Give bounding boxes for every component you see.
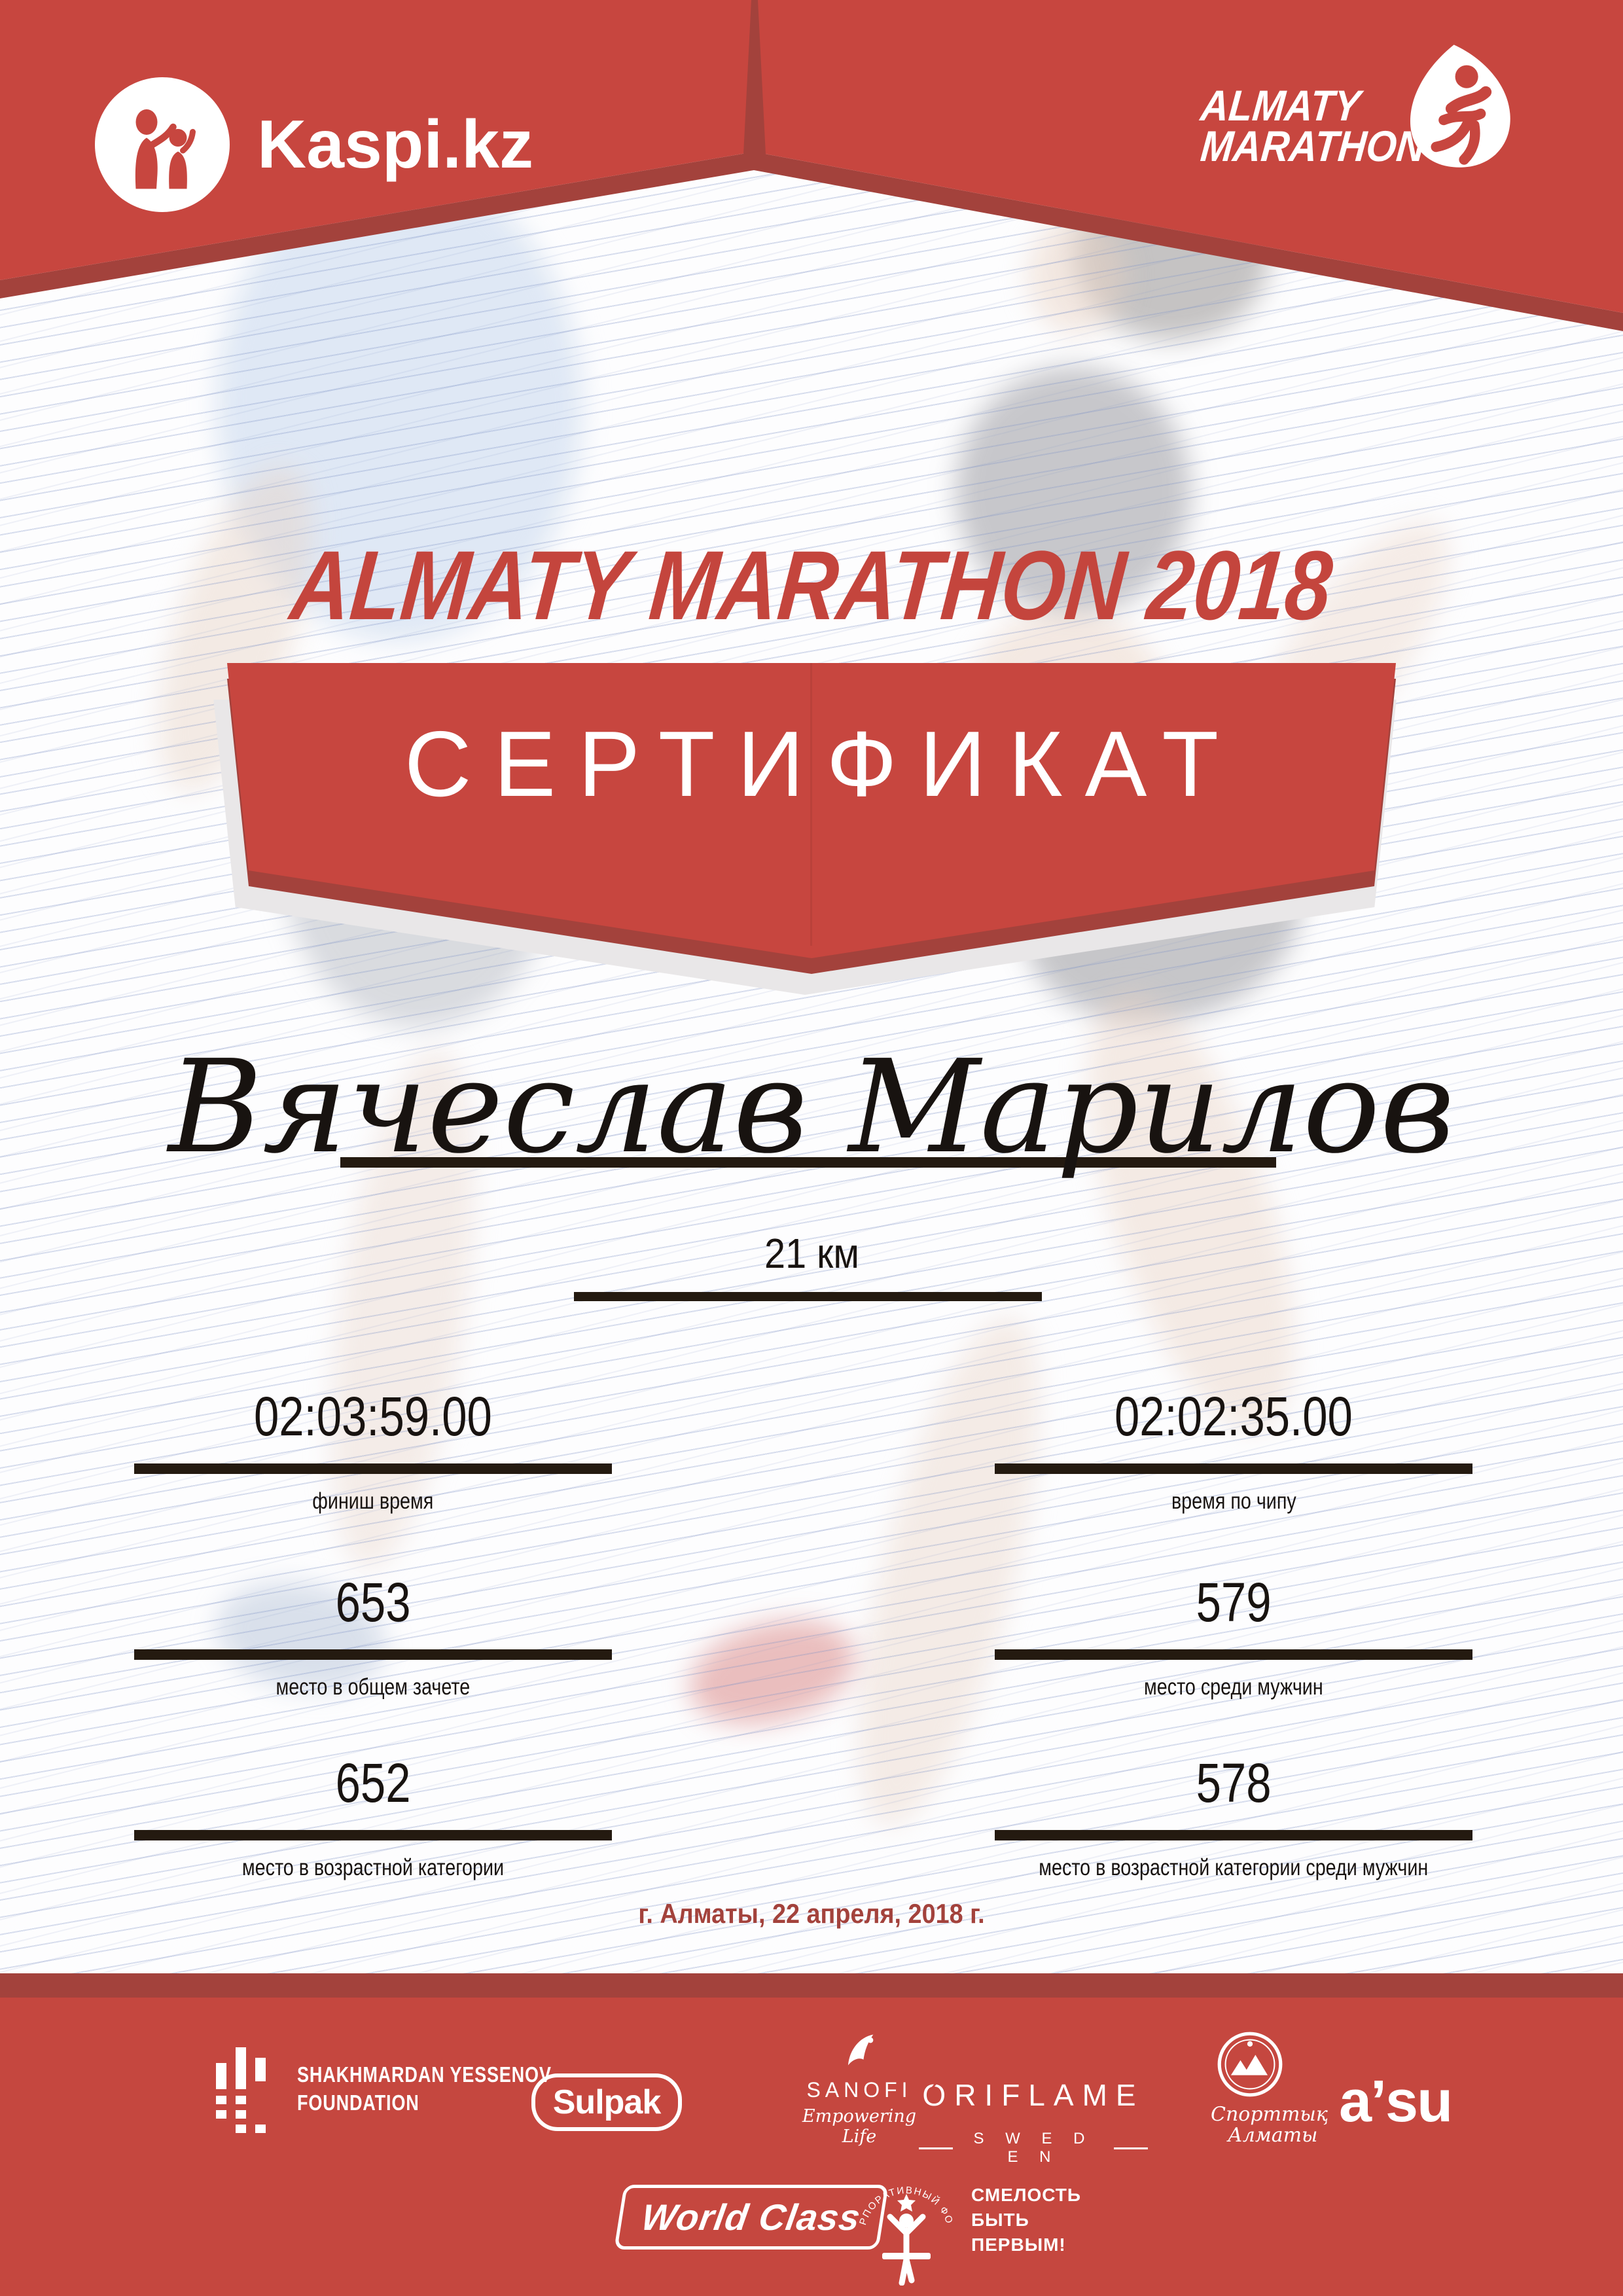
men-place-label: место среди мужчин (1144, 1674, 1323, 1700)
stat-label: время по чипу (939, 1488, 1528, 1515)
world-class-text: World Class (639, 2197, 864, 2238)
age-men-place-value: 578 (1196, 1752, 1272, 1814)
sponsor-sport-almaty: Спорттық Алматы (1211, 2030, 1328, 2147)
overall-place-value: 653 (335, 1571, 411, 1633)
event-title: ALMATY MARATHON 2018 (0, 529, 1623, 642)
sanofi-text: SANOFI (806, 2078, 912, 2102)
stat-underline (134, 1649, 612, 1660)
ribbon-center-crease (810, 663, 812, 946)
fund-slogan-line1: СМЕЛОСТЬ (971, 2185, 1082, 2206)
kaspi-logo: Kaspi.kz (95, 77, 533, 212)
distance-underline (574, 1292, 1042, 1301)
finish-time-value: 02:03:59.00 (254, 1386, 492, 1447)
kaspi-people-icon (135, 109, 196, 189)
date-line: г. Алматы, 22 апреля, 2018 г. (0, 1898, 1623, 1929)
kaspi-logo-text: Kaspi.kz (257, 106, 533, 183)
certificate-label: СЕРТИФИКАТ (404, 712, 1241, 816)
age-place-value: 652 (335, 1752, 411, 1814)
sulpak-text: Sulpak (552, 2083, 661, 2121)
footer-sponsors: SHAKHMARDAN YESSENOV FOUNDATION Sulpak S… (0, 1998, 1623, 2296)
almaty-marathon-runner-pebble-icon (1393, 41, 1520, 171)
finish-time-label: финиш время (312, 1488, 434, 1515)
overall-place-label: место в общем зачете (276, 1674, 471, 1700)
yessenov-bars-icon (216, 2047, 266, 2133)
stat-value: 579 (939, 1571, 1528, 1633)
footer-top-strip (0, 1973, 1623, 1998)
stat-age-place: 652 место в возрастной категории (79, 1753, 668, 1881)
fund-slogan-line3: ПЕРВЫМ! (971, 2234, 1066, 2255)
chip-time-value: 02:02:35.00 (1115, 1386, 1353, 1447)
stat-men-place: 579 место среди мужчин (939, 1572, 1528, 1700)
stat-underline (134, 1830, 612, 1841)
distance-text: 21 км (764, 1230, 859, 1277)
date-text: г. Алматы, 22 апреля, 2018 г. (638, 1898, 985, 1929)
star-icon (897, 2194, 916, 2212)
stat-value: 652 (79, 1752, 668, 1814)
oriflame-o: O (922, 2078, 955, 2112)
stat-underline (134, 1463, 612, 1475)
sponsor-world-class: World Class (614, 2185, 889, 2250)
stat-chip-time: 02:02:35.00 время по чипу (939, 1386, 1528, 1515)
sport-almaty-line1: Спорттық (1211, 2103, 1329, 2126)
distance-value: 21 км (0, 1229, 1623, 1278)
stat-label: место среди мужчин (939, 1674, 1528, 1700)
age-place-label: место в возрастной категории (241, 1855, 505, 1881)
oriflame-sweden-text: S W E D E N (973, 2130, 1094, 2166)
sponsor-yessenov-foundation: SHAKHMARDAN YESSENOV FOUNDATION (216, 2043, 607, 2135)
fund-slogan-line2: БЫТЬ (971, 2210, 1029, 2231)
sponsor-oriflame: ORIFLAME S W E D E N (919, 2077, 1148, 2166)
sport-almaty-emblem-icon (1217, 2032, 1283, 2097)
oriflame-text: ORIFLAME (919, 2077, 1148, 2113)
stat-underline (995, 1463, 1472, 1475)
participant-name: Вячеслав Марилов (168, 1033, 1455, 1182)
fund-slogan: СМЕЛОСТЬ БЫТЬ ПЕРВЫМ! (971, 2183, 1081, 2257)
stat-age-men-place: 578 место в возрастной категории среди м… (939, 1753, 1528, 1881)
sponsor-asu: aʼsu (1339, 2069, 1453, 2134)
stat-value: 02:02:35.00 (939, 1386, 1528, 1447)
sanofi-tagline: Empowering Life (802, 2106, 917, 2147)
yessenov-line1: SHAKHMARDAN YESSENOV (297, 2062, 552, 2087)
stat-underline (995, 1649, 1472, 1660)
stat-label: место в возрастной категории (79, 1855, 668, 1881)
corporate-fund-icon: КОРПОРАТИВНЫЙ ФОНД (851, 2155, 954, 2286)
ghost-woman-top (955, 367, 1191, 615)
men-place-value: 579 (1196, 1571, 1272, 1633)
yessenov-line2: FOUNDATION (297, 2090, 419, 2115)
sponsor-sanofi: SANOFI Empowering Life (797, 2029, 921, 2147)
stat-value: 653 (79, 1571, 668, 1633)
stat-underline (995, 1830, 1472, 1841)
oriflame-sweden-row: S W E D E N (919, 2130, 1148, 2166)
kaspi-circle (95, 77, 230, 212)
sponsor-sulpak: Sulpak (531, 2073, 682, 2131)
sport-almaty-text: Спорттық Алматы (1211, 2104, 1328, 2147)
stat-value: 578 (939, 1752, 1528, 1814)
am-logo-line1: ALMATY (1198, 81, 1363, 130)
yessenov-text: SHAKHMARDAN YESSENOV FOUNDATION (297, 2061, 607, 2117)
event-title-text: ALMATY MARATHON 2018 (287, 530, 1337, 640)
right-rule (1113, 2147, 1148, 2149)
oriflame-rest: RIFLAME (954, 2078, 1145, 2112)
stat-label: финиш время (79, 1488, 668, 1515)
chip-time-label: время по чипу (1171, 1488, 1296, 1515)
name-underline (340, 1157, 1276, 1168)
stat-overall-place: 653 место в общем зачете (79, 1572, 668, 1700)
stat-value: 02:03:59.00 (79, 1386, 668, 1447)
left-rule (919, 2147, 954, 2149)
stat-label: место в общем зачете (79, 1674, 668, 1700)
sponsor-corporate-fund: КОРПОРАТИВНЫЙ ФОНД СМЕЛОСТЬ БЫТЬ ПЕРВЫМ! (851, 2155, 1081, 2286)
sanofi-bird-icon (847, 2034, 874, 2066)
stat-finish-time: 02:03:59.00 финиш время (79, 1386, 668, 1515)
age-men-place-label: место в возрастной категории среди мужчи… (1039, 1855, 1429, 1881)
sport-almaty-line2: Алматы (1228, 2123, 1318, 2147)
stat-label: место в возрастной категории среди мужчи… (939, 1855, 1528, 1881)
